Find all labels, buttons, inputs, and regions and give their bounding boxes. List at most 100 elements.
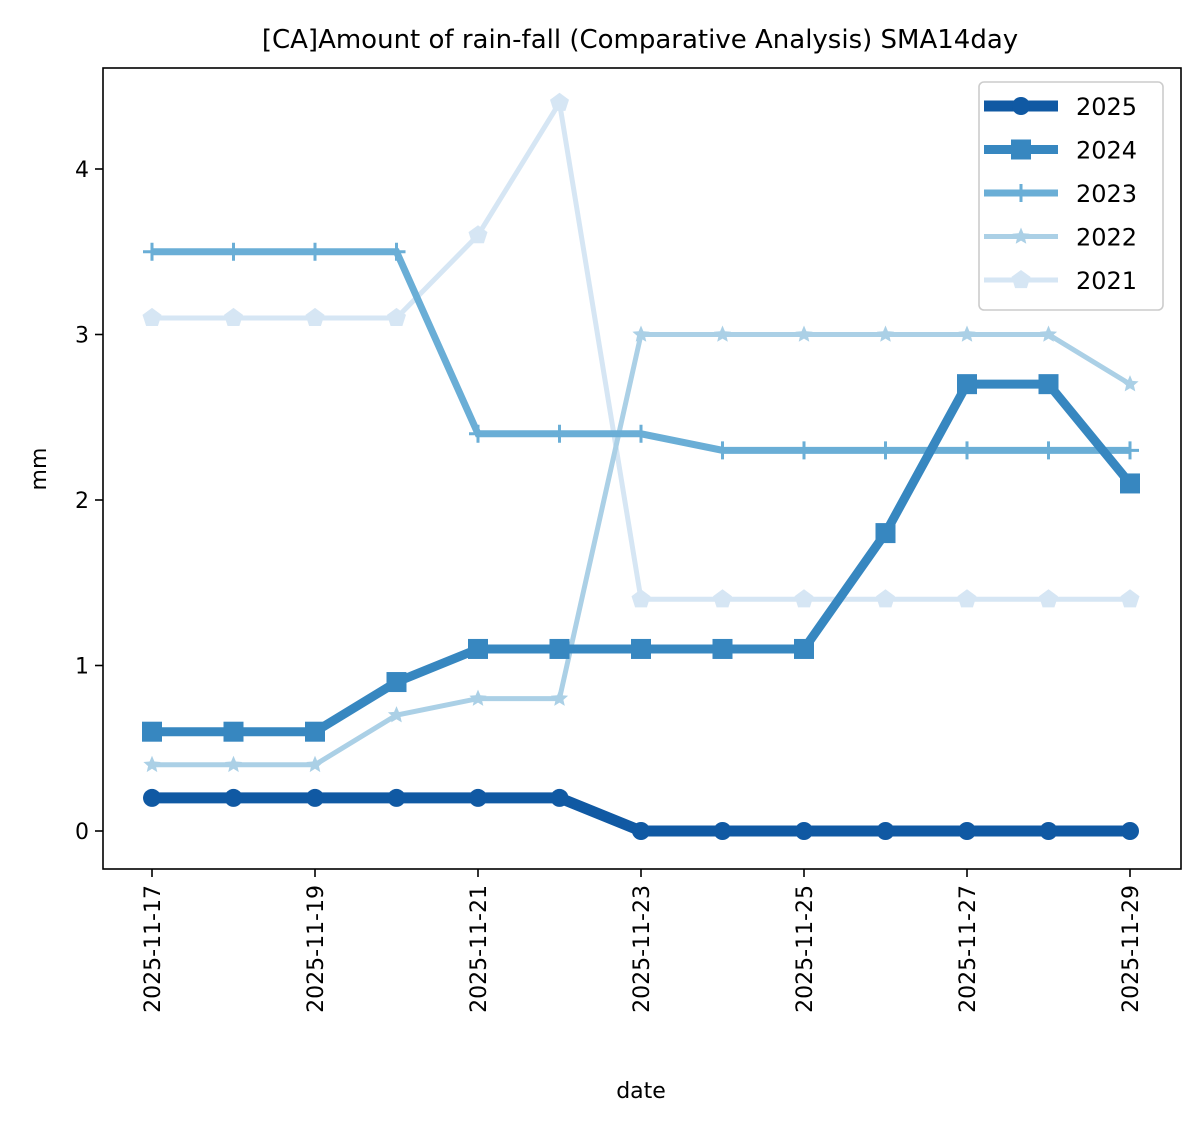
data-point-2022-2025-11-28: [1039, 325, 1058, 342]
data-point-2023-2025-11-19: [306, 242, 324, 261]
legend-item-2024: 2024: [984, 137, 1137, 165]
data-point-2022-2025-11-26: [876, 325, 895, 342]
x-tick-label: 2025-11-19: [304, 885, 329, 1013]
x-tick-label: 2025-11-29: [1119, 885, 1144, 1013]
data-point-2024-2025-11-18: [223, 721, 244, 742]
data-point-2025-2025-11-27: [958, 822, 976, 840]
x-tick-label: 2025-11-27: [956, 885, 981, 1013]
data-point-2023-2025-11-17: [143, 242, 161, 261]
data-point-2022-2025-11-25: [795, 325, 813, 342]
data-point-2024-2025-11-20: [386, 672, 407, 693]
data-point-2023-2025-11-26: [876, 441, 895, 460]
data-point-2024-2025-11-28: [1038, 374, 1059, 395]
data-point-2025-2025-11-21: [469, 788, 487, 807]
data-point-2025-2025-11-18: [224, 788, 243, 807]
data-point-2022-2025-11-27: [958, 325, 976, 342]
legend-marker: [1012, 227, 1030, 244]
data-point-2024-2025-11-25: [794, 638, 814, 659]
data-point-2024-2025-11-21: [468, 638, 488, 659]
data-point-2021-2025-11-25: [794, 589, 814, 608]
data-point-2021-2025-11-22: [550, 92, 569, 111]
legend-label: 2025: [1076, 93, 1137, 121]
legend-item-2023: 2023: [984, 180, 1137, 208]
data-point-2021-2025-11-28: [1039, 589, 1058, 608]
data-point-2024-2025-11-26: [875, 523, 896, 544]
legend-marker: [1012, 97, 1030, 115]
data-point-2021-2025-11-19: [305, 307, 325, 326]
data-point-2022-2025-11-18: [224, 755, 243, 773]
data-point-2021-2025-11-23: [631, 589, 651, 608]
series-2023: [143, 242, 1139, 460]
data-point-2023-2025-11-22: [550, 424, 569, 443]
x-tick-label: 2025-11-17: [141, 885, 166, 1013]
legend-marker: [1011, 270, 1031, 289]
data-point-2024-2025-11-24: [712, 638, 733, 659]
data-point-2021-2025-11-17: [142, 307, 162, 326]
legend-marker: [1011, 139, 1031, 160]
data-point-2022-2025-11-29: [1121, 375, 1139, 392]
data-point-2025-2025-11-25: [795, 822, 813, 840]
series-2022: [143, 325, 1139, 773]
data-point-2025-2025-11-24: [713, 822, 732, 840]
data-point-2022-2025-11-24: [713, 325, 732, 342]
axes-frame: [102, 67, 1182, 870]
data-point-2022-2025-11-20: [387, 706, 406, 723]
data-point-2022-2025-11-17: [143, 755, 161, 773]
legend-item-2025: 2025: [984, 93, 1137, 121]
x-tick-label: 2025-11-25: [793, 885, 818, 1013]
data-point-2025-2025-11-19: [306, 788, 324, 807]
y-tick-label: 1: [75, 655, 89, 680]
legend-marker: [1012, 184, 1030, 202]
data-point-2022-2025-11-23: [632, 325, 650, 342]
series-2025: [143, 788, 1139, 840]
data-point-2025-2025-11-29: [1121, 822, 1139, 840]
data-point-2022-2025-11-19: [306, 755, 324, 773]
legend-box: [978, 81, 1164, 311]
data-point-2023-2025-11-20: [387, 242, 406, 261]
data-point-2024-2025-11-23: [631, 638, 651, 659]
data-point-2025-2025-11-23: [632, 822, 650, 840]
y-tick-label: 3: [75, 324, 89, 349]
data-point-2025-2025-11-20: [387, 788, 406, 807]
data-point-2025-2025-11-22: [550, 788, 569, 807]
x-tick-label: 2025-11-23: [630, 885, 655, 1013]
series-2024: [142, 374, 1140, 742]
x-axis: 2025-11-17 2025-11-19 2025-11-21 2025-11-23…: [141, 869, 1144, 1013]
data-point-2021-2025-11-20: [387, 307, 406, 326]
data-point-2023-2025-11-24: [713, 441, 732, 460]
legend-label: 2023: [1076, 180, 1137, 208]
data-point-2024-2025-11-27: [957, 374, 977, 395]
legend-label: 2024: [1076, 137, 1137, 165]
data-point-2023-2025-11-21: [469, 424, 487, 443]
y-tick-label: 4: [75, 158, 89, 183]
legend-item-2022: 2022: [984, 224, 1137, 252]
data-point-2023-2025-11-29: [1121, 441, 1139, 460]
y-axis-label: mm: [27, 448, 52, 491]
data-point-2021-2025-11-21: [468, 225, 488, 244]
data-point-2024-2025-11-17: [142, 721, 162, 742]
data-point-2023-2025-11-25: [795, 441, 813, 460]
data-point-2021-2025-11-18: [224, 307, 243, 326]
data-point-2024-2025-11-22: [549, 638, 570, 659]
data-point-2022-2025-11-21: [469, 689, 487, 706]
y-axis: 0 1 2 3 4: [75, 158, 103, 845]
legend: 2025 2024 2023 2022 2021: [978, 81, 1164, 311]
data-point-2024-2025-11-29: [1120, 473, 1140, 494]
data-point-2022-2025-11-22: [550, 689, 569, 706]
y-tick-label: 2: [75, 489, 89, 514]
chart-title: [CA]Amount of rain-fall (Comparative Ana…: [262, 25, 1018, 55]
series-layer: [142, 92, 1140, 840]
data-point-2024-2025-11-19: [305, 721, 325, 742]
data-point-2021-2025-11-24: [713, 589, 732, 608]
data-point-2023-2025-11-27: [958, 441, 976, 460]
legend-label: 2021: [1076, 267, 1137, 295]
data-point-2023-2025-11-18: [224, 242, 243, 261]
data-point-2025-2025-11-26: [876, 822, 895, 840]
series-2021: [142, 92, 1140, 608]
y-tick-label: 0: [75, 820, 89, 845]
data-point-2021-2025-11-26: [876, 589, 895, 608]
legend-item-2021: 2021: [984, 267, 1137, 295]
data-point-2021-2025-11-27: [957, 589, 977, 608]
data-point-2021-2025-11-29: [1120, 589, 1140, 608]
